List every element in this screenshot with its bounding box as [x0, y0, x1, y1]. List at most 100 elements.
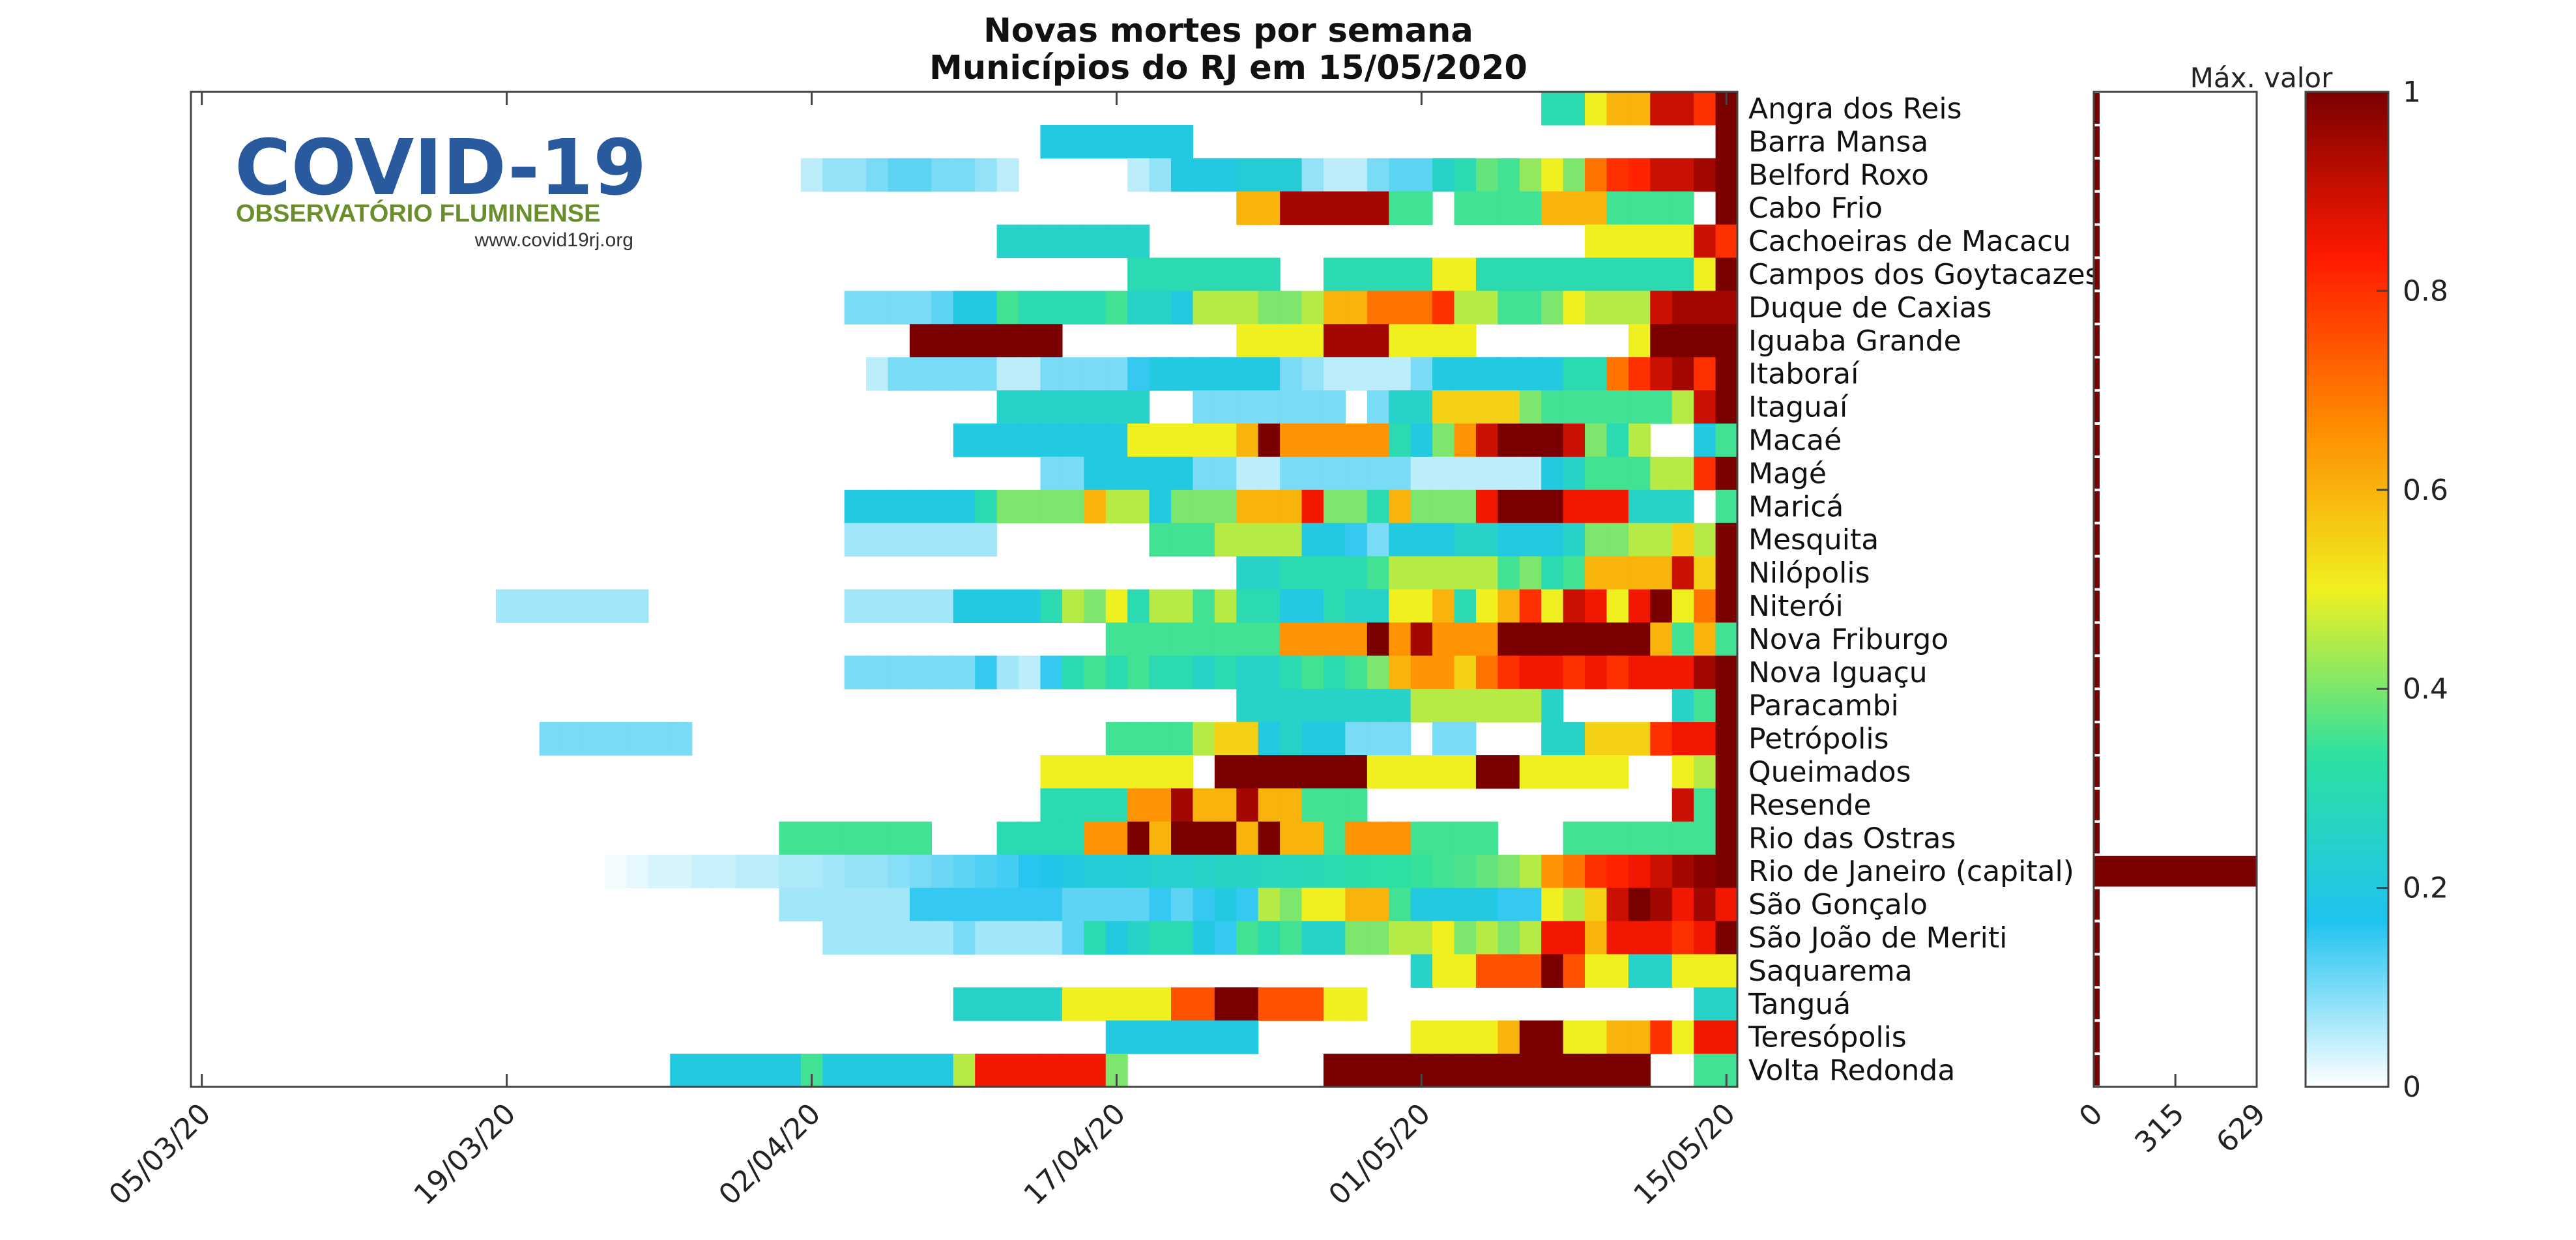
heat-cell: [1345, 489, 1368, 524]
heat-cell: [866, 1054, 889, 1088]
heat-cell: [1715, 357, 1738, 391]
heat-cell: [1563, 291, 1585, 324]
heat-cell: [1694, 257, 1716, 291]
colorbar-ticks: 0 0.2 0.4 0.6 0.8 1: [2377, 76, 2448, 1104]
heat-cell: [1323, 887, 1346, 922]
heat-cell: [1519, 954, 1542, 988]
heat-cell: [1389, 158, 1411, 192]
heat-cell: [1019, 656, 1041, 689]
heat-cell: [1585, 755, 1608, 789]
heat-cell: [1454, 390, 1477, 424]
heat-cell: [1389, 324, 1411, 358]
heat-cell: [1301, 357, 1324, 391]
heat-cell: [1432, 589, 1455, 623]
heat-cell: [1475, 191, 1498, 225]
heat-cell: [1715, 456, 1738, 491]
heat-cell: [1389, 523, 1411, 557]
heat-cell: [1410, 921, 1433, 955]
heat-cell: [1280, 158, 1303, 192]
heat-cell: [1323, 722, 1346, 756]
max-value-bar: [2094, 392, 2100, 422]
municipality-label: Resende: [1748, 788, 1872, 822]
heat-cell: [1127, 224, 1150, 259]
heat-cell: [1214, 887, 1237, 922]
heat-cell: [1062, 921, 1084, 955]
heat-cell: [1105, 722, 1128, 756]
heat-cell: [1389, 622, 1411, 656]
heat-cell: [1628, 887, 1651, 922]
heat-cell: [779, 821, 802, 856]
heat-cell: [1084, 424, 1107, 457]
municipality-label: Niterói: [1748, 590, 1844, 623]
heat-cell: [1193, 887, 1215, 922]
heat-cell: [1672, 523, 1694, 557]
heat-cell: [1389, 1054, 1411, 1088]
heat-cell: [1541, 158, 1564, 192]
heat-cell: [1323, 921, 1346, 955]
heat-cell: [1454, 257, 1477, 291]
heat-cell: [1019, 987, 1041, 1021]
heat-cell: [1258, 158, 1281, 192]
heat-cell: [1389, 722, 1411, 756]
heat-cell: [866, 589, 889, 623]
heat-cell: [1585, 390, 1608, 424]
heat-cell: [1454, 556, 1477, 590]
heat-cell: [1715, 821, 1738, 856]
heat-cell: [996, 589, 1019, 623]
heat-cell: [1193, 456, 1215, 491]
heat-cell: [1606, 489, 1629, 524]
heat-cell: [1367, 357, 1389, 391]
heat-cell: [975, 987, 998, 1021]
heatmap-frame: [190, 91, 1739, 1088]
heat-cell: [1105, 357, 1128, 391]
heat-cell: [1389, 821, 1411, 856]
heat-cell: [1062, 291, 1084, 324]
heat-cell: [1258, 489, 1281, 524]
heat-cell: [1323, 788, 1346, 822]
heat-cell: [1280, 390, 1303, 424]
heat-cell: [1606, 622, 1629, 656]
heat-cell: [1323, 622, 1346, 656]
heat-cell: [1606, 390, 1629, 424]
heat-cell: [1563, 656, 1585, 689]
heat-cell: [1171, 158, 1194, 192]
heat-cell: [1672, 622, 1694, 656]
heat-cell: [1062, 1054, 1084, 1088]
heat-cell: [1301, 722, 1324, 756]
heat-cell: [1345, 854, 1368, 889]
max-value-bar: [2094, 126, 2100, 157]
heat-cell: [1280, 291, 1303, 324]
heat-cell: [1498, 489, 1520, 524]
heat-cell: [1236, 324, 1259, 358]
heat-cell: [1019, 1054, 1041, 1088]
heat-cell: [1563, 523, 1585, 557]
heat-cell: [1606, 821, 1629, 856]
heat-cell: [1672, 556, 1694, 590]
heat-cell: [1432, 921, 1455, 955]
heat-cell: [1193, 722, 1215, 756]
heat-cell: [1105, 456, 1128, 491]
heat-cell: [975, 1054, 998, 1088]
heat-cell: [1193, 987, 1215, 1021]
heat-cell: [1280, 987, 1303, 1021]
heat-cell: [539, 589, 562, 623]
heat-cell: [1367, 158, 1389, 192]
heat-cell: [1367, 191, 1389, 225]
heat-cell: [1498, 158, 1520, 192]
heat-cell: [1127, 291, 1150, 324]
x-tick-label: 01/05/20: [1322, 1097, 1437, 1212]
heat-cell: [1171, 124, 1194, 159]
heat-cell: [1193, 821, 1215, 856]
heat-cell: [1193, 1020, 1215, 1054]
heat-cell: [1519, 390, 1542, 424]
heat-cell: [1563, 456, 1585, 491]
heat-cell: [1606, 755, 1629, 789]
heat-cell: [670, 722, 693, 756]
heat-cell: [1236, 424, 1259, 457]
heat-cell: [1475, 622, 1498, 656]
heat-cell: [975, 589, 998, 623]
heat-cell: [1127, 921, 1150, 955]
heat-cell: [1475, 954, 1498, 988]
logo-subtitle: OBSERVATÓRIO FLUMINENSE: [236, 199, 600, 227]
